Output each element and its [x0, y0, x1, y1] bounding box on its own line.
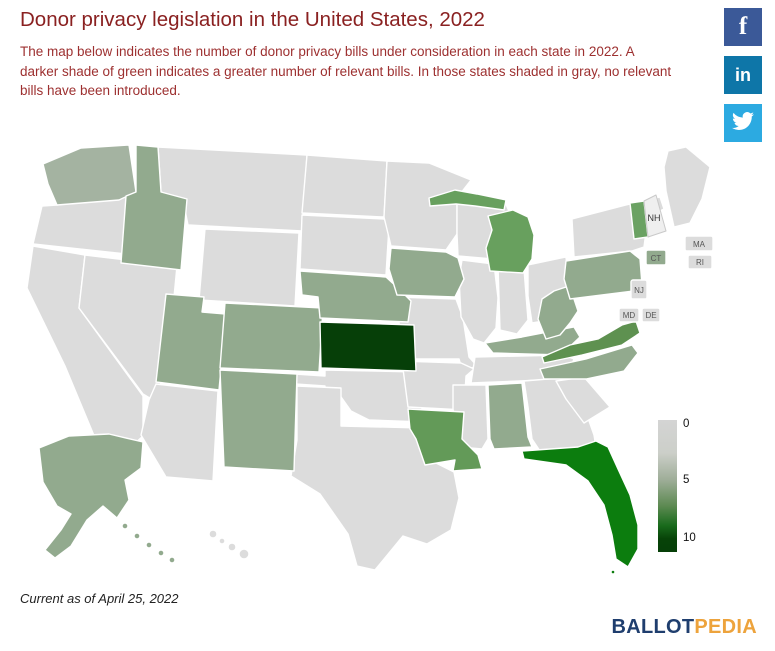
- state-south-dakota[interactable]: [299, 214, 390, 276]
- state-label-ma: MA: [693, 240, 706, 249]
- state-indiana[interactable]: [497, 265, 529, 335]
- florida-keys[interactable]: [610, 569, 616, 575]
- state-arizona[interactable]: [140, 383, 219, 482]
- legend-tick-mid: 5: [683, 474, 690, 486]
- ballotpedia-logo-pedia: PEDIA: [694, 616, 757, 638]
- twitter-share-button[interactable]: [724, 104, 762, 142]
- alaska-island[interactable]: [145, 541, 153, 549]
- state-new-jersey-box[interactable]: NJ: [630, 279, 648, 300]
- state-hawaii[interactable]: [208, 529, 250, 560]
- state-florida[interactable]: [521, 440, 639, 568]
- state-delaware-box[interactable]: DE: [641, 307, 661, 323]
- state-new-hampshire[interactable]: [643, 194, 667, 238]
- alaska-island[interactable]: [168, 556, 176, 564]
- page-title: Donor privacy legislation in the United …: [20, 8, 485, 31]
- state-idaho[interactable]: [120, 144, 188, 271]
- state-michigan[interactable]: [485, 209, 535, 274]
- map-description: The map below indicates the number of do…: [20, 44, 672, 99]
- social-share-column: f in: [724, 8, 762, 142]
- state-massachusetts-box[interactable]: MA: [684, 235, 714, 252]
- state-kansas[interactable]: [319, 321, 417, 372]
- linkedin-icon: in: [735, 64, 751, 85]
- us-choropleth-map: NH MA RI CT NJ MD: [25, 138, 715, 583]
- facebook-icon: f: [738, 13, 748, 40]
- state-wyoming[interactable]: [198, 228, 300, 307]
- facebook-share-button[interactable]: f: [724, 8, 762, 46]
- state-virginia[interactable]: [541, 320, 641, 364]
- state-maine[interactable]: [663, 146, 711, 228]
- state-oklahoma[interactable]: [294, 369, 424, 423]
- state-alabama[interactable]: [487, 382, 533, 450]
- twitter-bird-icon: [732, 110, 754, 137]
- alaska-island[interactable]: [157, 549, 165, 557]
- alaska-island[interactable]: [121, 522, 129, 530]
- alaska-island[interactable]: [133, 532, 141, 540]
- state-illinois[interactable]: [458, 259, 499, 344]
- state-label-ri: RI: [696, 258, 704, 267]
- state-label-nj: NJ: [634, 286, 644, 295]
- linkedin-share-button[interactable]: in: [724, 56, 762, 94]
- legend-tick-min: 0: [683, 418, 690, 430]
- state-north-dakota[interactable]: [301, 154, 388, 218]
- state-colorado[interactable]: [219, 302, 324, 373]
- ballotpedia-logo-ballot: BALLOT: [611, 616, 695, 638]
- state-label-nh: NH: [648, 213, 661, 223]
- state-nebraska[interactable]: [299, 270, 412, 323]
- state-utah[interactable]: [155, 293, 227, 391]
- state-rhode-island-box[interactable]: RI: [687, 254, 713, 270]
- state-west-virginia[interactable]: [537, 286, 579, 340]
- state-new-mexico[interactable]: [219, 369, 298, 472]
- legend-tick-max: 10: [683, 532, 696, 544]
- state-michigan-upper-peninsula[interactable]: [428, 189, 507, 211]
- state-label-md: MD: [623, 311, 636, 320]
- state-alaska[interactable]: [38, 433, 144, 559]
- state-maryland-box[interactable]: MD: [618, 307, 640, 323]
- legend-gradient-bar: [658, 420, 677, 552]
- ballotpedia-logo[interactable]: BALLOTPEDIA: [611, 616, 757, 639]
- state-north-carolina[interactable]: [539, 344, 639, 380]
- state-washington[interactable]: [42, 144, 137, 206]
- state-label-ct: CT: [651, 254, 662, 263]
- current-as-of-text: Current as of April 25, 2022: [20, 591, 179, 606]
- map-legend: 0 5 10: [658, 418, 720, 563]
- state-louisiana[interactable]: [407, 408, 483, 472]
- state-connecticut-box[interactable]: CT: [645, 249, 667, 266]
- state-iowa[interactable]: [388, 247, 465, 298]
- state-label-de: DE: [645, 311, 656, 320]
- us-map-svg: NH MA RI CT NJ MD: [26, 144, 714, 575]
